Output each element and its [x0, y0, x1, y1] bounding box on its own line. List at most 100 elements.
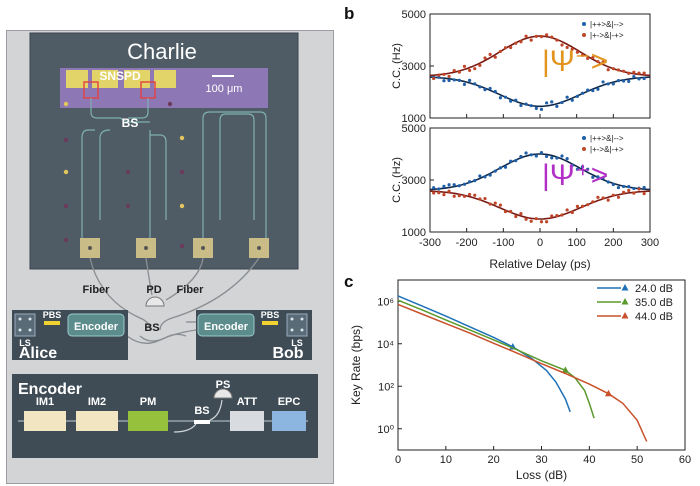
data-point [519, 103, 523, 108]
data-point [637, 187, 641, 191]
data-point [606, 68, 610, 72]
data-point [622, 190, 626, 194]
data-point [611, 67, 615, 71]
y-axis-label: Key Rate (bps) [349, 325, 363, 405]
data-point [529, 104, 533, 108]
data-point [488, 52, 492, 56]
data-point [570, 163, 574, 167]
data-point [514, 98, 518, 102]
data-point [493, 169, 497, 173]
data-point [452, 183, 456, 187]
panel-label-b: b [344, 4, 355, 23]
im2-box [76, 411, 118, 431]
data-point [555, 156, 559, 160]
data-point [509, 99, 513, 103]
data-point [468, 78, 472, 82]
data-point [442, 72, 446, 76]
data-point [611, 193, 615, 197]
data-point [606, 82, 610, 86]
data-point [432, 186, 436, 190]
series-line [397, 303, 648, 442]
data-point [560, 154, 564, 158]
data-point [545, 33, 549, 37]
data-point [586, 56, 590, 60]
data-point [498, 166, 502, 170]
data-point [509, 159, 513, 163]
data-point [550, 100, 554, 104]
alice-ls-box [14, 313, 36, 337]
data-point [580, 91, 585, 95]
y-tick-label: 10⁶ [377, 296, 394, 308]
data-point [457, 70, 461, 74]
snspd-label: SNSPD [99, 69, 141, 83]
data-point [565, 157, 569, 161]
data-point [601, 176, 605, 180]
data-point [488, 202, 492, 206]
att-box [230, 411, 264, 431]
x-axis-label: Loss (dB) [516, 468, 567, 482]
data-point [550, 214, 554, 218]
series-line [397, 299, 595, 419]
data-point [560, 43, 564, 47]
fit-curve [429, 190, 651, 220]
data-point [580, 53, 585, 57]
x-tick-label: 0 [395, 454, 401, 466]
bob-pbs [262, 321, 278, 325]
data-point [462, 82, 467, 87]
chart-c: 0 10 20 30 40 50 60 10⁰ 10² 10⁴ 10⁶ Loss (dB) Key Ra… [349, 279, 691, 482]
data-point [627, 79, 631, 84]
data-point [514, 159, 518, 163]
x-tick-label: 40 [583, 454, 595, 466]
data-point [555, 104, 559, 108]
data-point [622, 69, 626, 73]
im1-box [24, 411, 66, 431]
data-point [570, 98, 574, 102]
data-point [534, 217, 538, 221]
data-point [442, 184, 446, 188]
data-point [498, 96, 502, 100]
data-point [642, 185, 646, 190]
data-point [565, 95, 569, 99]
data-point [580, 165, 585, 169]
data-point [503, 46, 508, 50]
data-point [539, 220, 544, 224]
x-tick-label: 50 [631, 454, 643, 466]
data-point [452, 68, 456, 73]
x-tick-label: 100 [567, 237, 585, 249]
data-point [565, 208, 569, 212]
bs-element [194, 420, 210, 424]
data-point [524, 217, 528, 221]
data-point [468, 68, 472, 73]
data-point [616, 78, 621, 83]
data-point [437, 187, 441, 191]
data-point [534, 34, 538, 38]
data-point [529, 219, 533, 223]
data-point [503, 165, 508, 169]
snspd-pad [66, 70, 88, 88]
data-point [575, 94, 579, 98]
data-point [632, 74, 636, 79]
data-point [483, 196, 487, 201]
data-point [457, 184, 461, 188]
data-point [555, 38, 559, 42]
bs-branch [173, 423, 197, 433]
data-point [580, 204, 585, 208]
x-tick-label: 20 [488, 454, 500, 466]
snspd-pad [154, 70, 176, 88]
data-point [565, 45, 569, 50]
data-point [575, 50, 579, 54]
data-point [503, 210, 508, 214]
data-point [432, 191, 436, 195]
data-point [596, 195, 600, 199]
legend-marker [582, 136, 586, 140]
data-point [622, 79, 626, 83]
epc-box [272, 411, 306, 431]
fibers [89, 257, 260, 344]
x-tick-label: 10 [440, 454, 452, 466]
data-point [468, 180, 472, 184]
x-tick-label: -300 [419, 237, 441, 249]
data-point [637, 77, 641, 81]
data-point [539, 107, 544, 111]
data-point [493, 55, 497, 59]
pd-detector [145, 296, 165, 307]
